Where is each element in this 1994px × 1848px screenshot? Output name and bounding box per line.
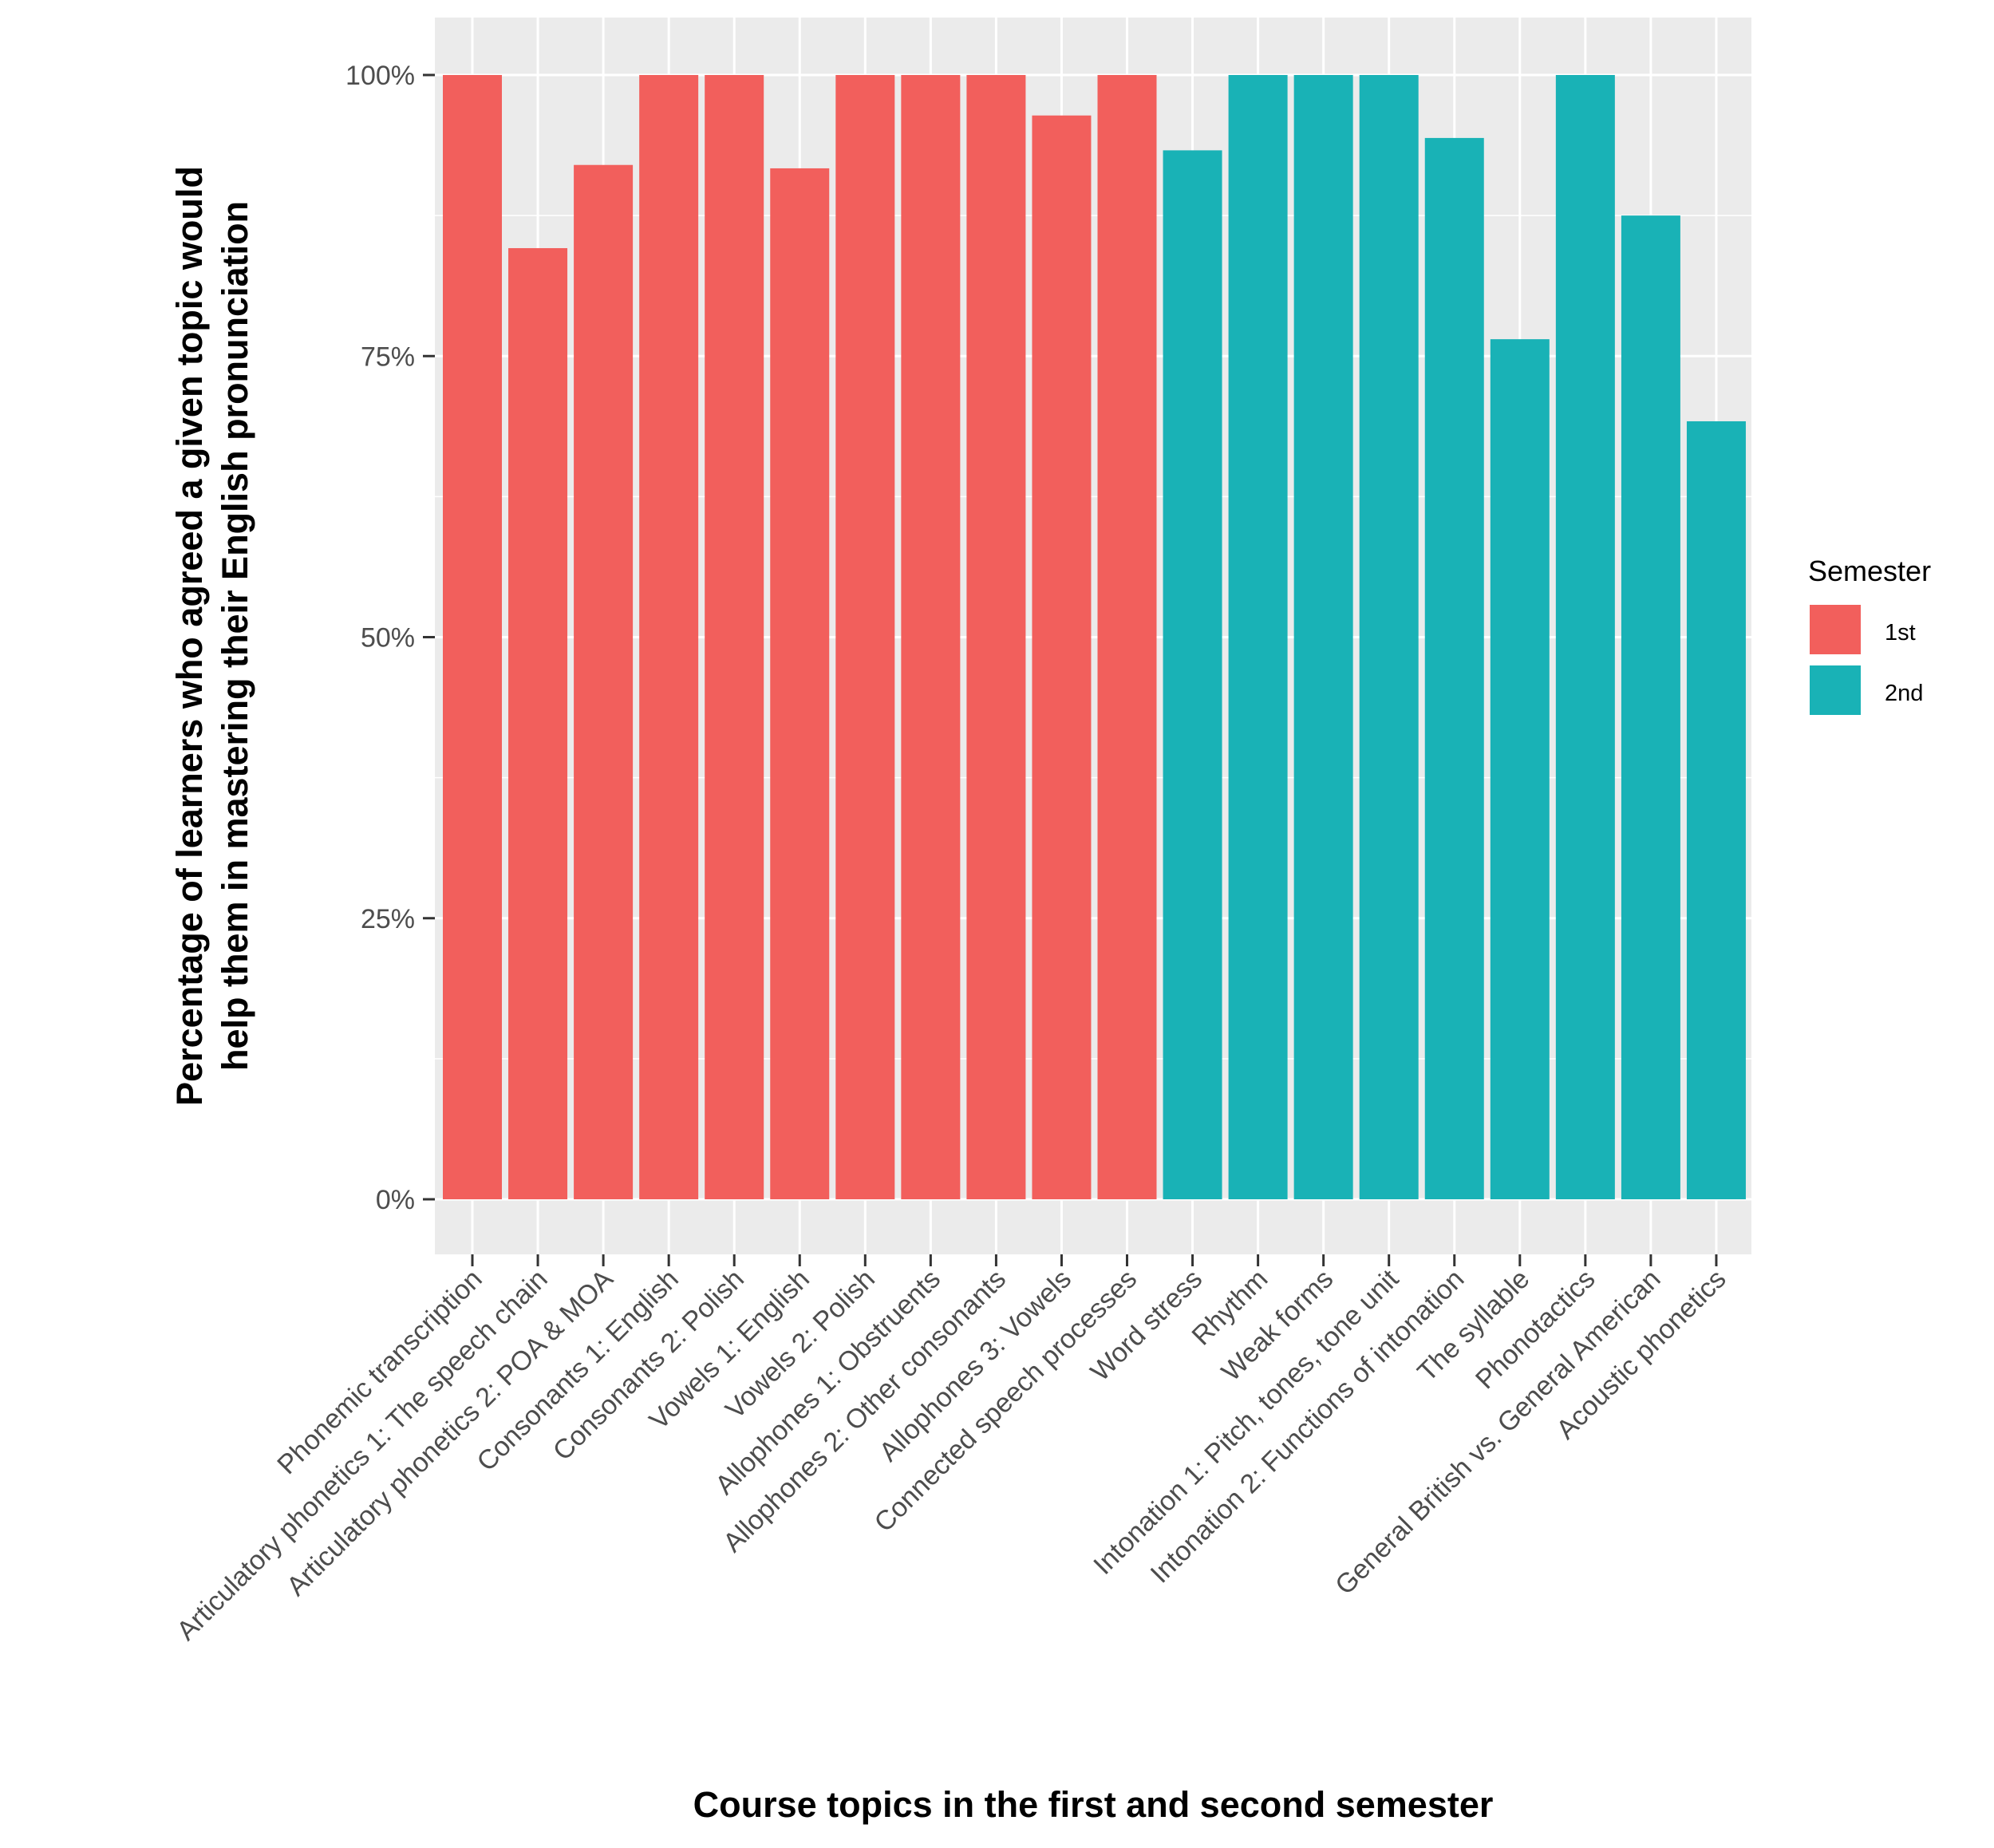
legend-key-2nd <box>1810 665 1861 715</box>
y-axis-title: Percentage of learners who agreed a give… <box>169 166 255 1106</box>
bar-5 <box>705 75 764 1199</box>
bar-18 <box>1555 75 1615 1199</box>
legend-label-1st: 1st <box>1885 620 1916 646</box>
bar-15 <box>1359 75 1419 1199</box>
y-tick-label: 0% <box>376 1185 415 1215</box>
bar-10 <box>1032 115 1092 1199</box>
y-tick-label: 100% <box>345 61 415 91</box>
bar-12 <box>1163 150 1222 1200</box>
bar-7 <box>835 75 895 1199</box>
bar-14 <box>1293 75 1353 1199</box>
legend-label-2nd: 2nd <box>1885 681 1923 706</box>
bar-20 <box>1686 421 1746 1199</box>
bar-2 <box>508 247 568 1200</box>
bar-1 <box>443 75 502 1199</box>
bar-19 <box>1621 215 1680 1199</box>
legend: Semester 1st 2nd <box>1808 555 1931 715</box>
legend-key-1st <box>1810 605 1861 654</box>
bar-9 <box>966 75 1026 1199</box>
y-tick-label: 50% <box>361 623 415 654</box>
bar-16 <box>1424 137 1484 1199</box>
y-axis: 0% 25% 50% 75% 100% <box>345 61 435 1215</box>
legend-title: Semester <box>1808 555 1931 587</box>
bar-13 <box>1228 75 1288 1199</box>
y-tick-label: 25% <box>361 904 415 934</box>
bars <box>443 75 1746 1200</box>
bar-11 <box>1097 75 1157 1199</box>
bar-6 <box>770 168 830 1199</box>
bar-4 <box>639 75 699 1199</box>
y-axis-title-line-1: Percentage of learners who agreed a give… <box>169 166 210 1106</box>
bar-3 <box>574 164 634 1200</box>
y-axis-title-line-2: help them in mastering their English pro… <box>215 201 255 1071</box>
bar-17 <box>1490 339 1550 1199</box>
bar-8 <box>901 75 961 1199</box>
x-axis-title: Course topics in the first and second se… <box>693 1784 1494 1825</box>
y-tick-label: 75% <box>361 342 415 372</box>
